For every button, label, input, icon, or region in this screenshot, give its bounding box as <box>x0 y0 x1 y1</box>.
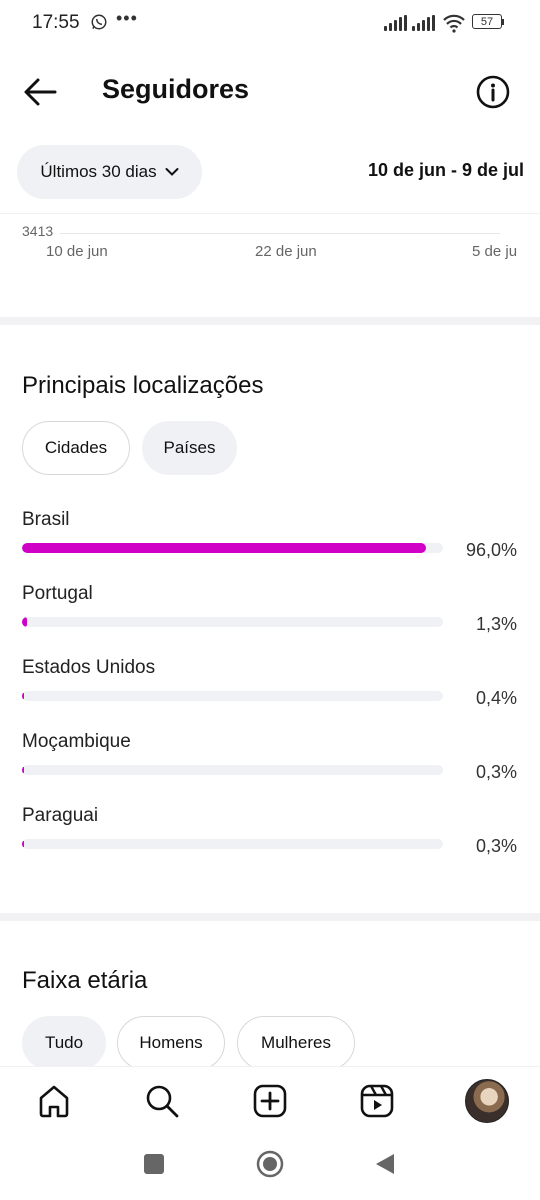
section-divider <box>0 317 540 325</box>
chart-x-tick: 22 de jun <box>255 243 317 260</box>
page-title: Seguidores <box>102 74 249 105</box>
tab-cities[interactable]: Cidades <box>22 421 130 475</box>
more-notifications-icon: ••• <box>116 8 138 29</box>
status-time: 17:55 <box>32 12 80 34</box>
nav-reels[interactable] <box>357 1081 397 1121</box>
location-bar-fill <box>22 543 426 553</box>
location-bar <box>22 617 443 627</box>
location-percent: 0,3% <box>440 762 517 783</box>
location-bar-fill <box>22 617 27 627</box>
chevron-down-icon <box>165 167 179 177</box>
location-name: Paraguai <box>22 805 98 827</box>
location-bar-fill <box>22 841 24 847</box>
info-icon[interactable] <box>476 75 510 109</box>
system-navigation <box>0 1136 540 1200</box>
location-bar <box>22 765 443 775</box>
nav-create[interactable] <box>250 1081 290 1121</box>
location-bar <box>22 543 443 553</box>
profile-avatar[interactable] <box>465 1079 509 1123</box>
tab-women[interactable]: Mulheres <box>237 1016 355 1070</box>
back-arrow-icon[interactable] <box>22 76 58 108</box>
battery-tip <box>502 19 504 25</box>
create-icon <box>252 1083 288 1119</box>
back-button[interactable] <box>374 1152 396 1176</box>
locations-title: Principais localizações <box>22 372 263 400</box>
tab-men[interactable]: Homens <box>117 1016 225 1070</box>
location-percent: 1,3% <box>440 614 517 635</box>
battery-icon: 57 <box>472 14 502 29</box>
location-name: Brasil <box>22 509 70 531</box>
tab-countries[interactable]: Países <box>142 421 237 475</box>
chart-x-tick: 5 de ju <box>472 243 517 260</box>
location-bar-fill <box>22 767 24 773</box>
location-bar-fill <box>22 693 24 699</box>
location-bar <box>22 691 443 701</box>
chart-gridline <box>60 233 500 234</box>
location-bar <box>22 839 443 849</box>
location-name: Moçambique <box>22 731 131 753</box>
signal-icon-1 <box>384 15 408 31</box>
signal-icon-2 <box>412 15 436 31</box>
period-dropdown[interactable]: Últimos 30 dias <box>17 145 202 199</box>
period-label: Últimos 30 dias <box>40 162 156 182</box>
date-range: 10 de jun - 9 de jul <box>300 160 524 181</box>
location-percent: 0,4% <box>440 688 517 709</box>
whatsapp-icon <box>90 13 108 31</box>
age-title: Faixa etária <box>22 967 147 995</box>
section-divider <box>0 913 540 921</box>
home-icon <box>36 1083 72 1119</box>
bottom-nav <box>0 1066 540 1137</box>
chart-x-tick: 10 de jun <box>46 243 108 260</box>
location-percent: 0,3% <box>440 836 517 857</box>
reels-icon <box>359 1083 395 1119</box>
location-percent: 96,0% <box>440 540 517 561</box>
location-name: Portugal <box>22 583 93 605</box>
tab-all[interactable]: Tudo <box>22 1016 106 1070</box>
home-button[interactable] <box>256 1150 284 1178</box>
search-icon <box>144 1083 180 1119</box>
chart-y-value: 3413 <box>22 223 53 239</box>
location-name: Estados Unidos <box>22 657 155 679</box>
chart-border <box>0 213 540 214</box>
nav-search[interactable] <box>142 1081 182 1121</box>
recent-apps-button[interactable] <box>144 1154 164 1174</box>
wifi-icon <box>442 13 466 33</box>
nav-home[interactable] <box>34 1081 74 1121</box>
